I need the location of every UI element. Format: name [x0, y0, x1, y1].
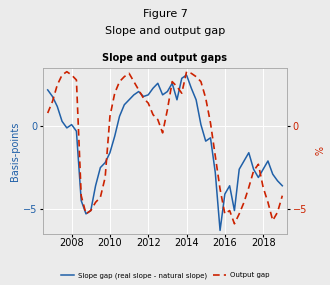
- Text: Slope and output gap: Slope and output gap: [105, 26, 225, 36]
- Legend: Slope gap (real slope - natural slope), Output gap: Slope gap (real slope - natural slope), …: [58, 270, 272, 282]
- Text: Slope and output gaps: Slope and output gaps: [103, 53, 227, 63]
- Y-axis label: Basis-points: Basis-points: [10, 121, 20, 181]
- Text: Figure 7: Figure 7: [143, 9, 187, 19]
- Y-axis label: %: %: [311, 146, 321, 156]
